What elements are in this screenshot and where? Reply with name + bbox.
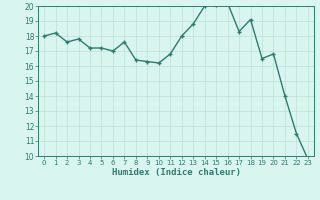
X-axis label: Humidex (Indice chaleur): Humidex (Indice chaleur) (111, 168, 241, 177)
